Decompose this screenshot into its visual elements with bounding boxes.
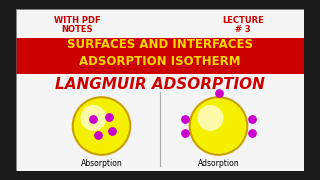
Circle shape — [73, 97, 130, 155]
Text: Absorption: Absorption — [81, 159, 122, 168]
Circle shape — [197, 105, 223, 131]
Text: WITH PDF: WITH PDF — [54, 16, 100, 25]
Text: Adsorption: Adsorption — [198, 159, 239, 168]
Circle shape — [190, 97, 247, 155]
Point — [216, 91, 221, 94]
Point — [249, 117, 254, 120]
Text: SURFACES AND INTERFACES: SURFACES AND INTERFACES — [67, 39, 253, 51]
Point — [110, 130, 115, 133]
Point — [249, 132, 254, 135]
Point — [106, 116, 111, 118]
Text: # 3: # 3 — [235, 25, 251, 34]
Text: LECTURE: LECTURE — [222, 16, 264, 25]
Point — [183, 117, 188, 120]
Text: ADSORPTION ISOTHERM: ADSORPTION ISOTHERM — [79, 55, 241, 68]
Point — [95, 134, 100, 136]
Text: LANGMUIR ADSORPTION: LANGMUIR ADSORPTION — [55, 77, 265, 92]
Text: NOTES: NOTES — [61, 25, 93, 34]
Bar — [16, 38, 304, 74]
Circle shape — [80, 105, 106, 131]
Point — [90, 117, 95, 120]
Point — [183, 132, 188, 135]
